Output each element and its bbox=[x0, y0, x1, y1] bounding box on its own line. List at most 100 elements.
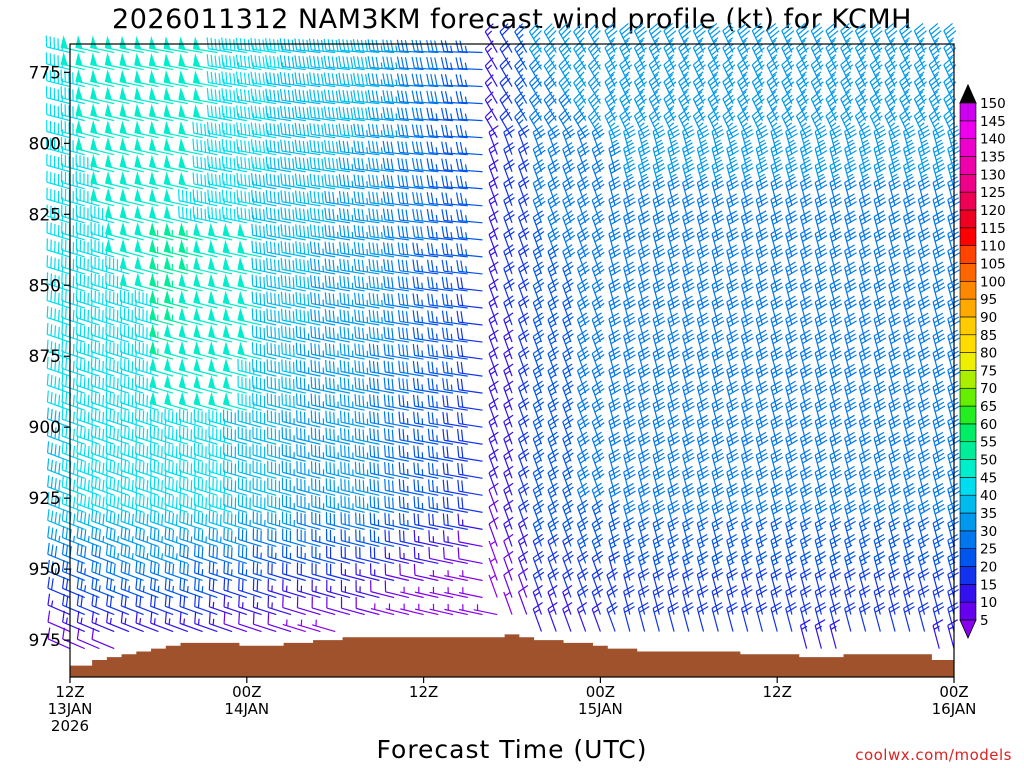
wind-barb bbox=[179, 510, 203, 530]
wind-barb bbox=[250, 139, 277, 156]
wind-barb bbox=[120, 560, 144, 582]
wind-barb bbox=[120, 391, 144, 411]
wind-barb bbox=[193, 87, 218, 105]
wind-barb bbox=[309, 72, 336, 88]
wind-barb bbox=[338, 106, 365, 122]
wind-barb bbox=[163, 239, 189, 258]
wind-barb bbox=[149, 154, 174, 173]
colorbar-label: 150 bbox=[980, 96, 1006, 112]
colorbar-label: 75 bbox=[980, 363, 997, 379]
wind-barb bbox=[339, 292, 365, 309]
colorbar-swatch bbox=[959, 441, 977, 460]
wind-barb bbox=[382, 174, 409, 190]
wind-barb bbox=[208, 595, 233, 616]
wind-barb bbox=[75, 102, 100, 122]
wind-barb bbox=[222, 341, 247, 360]
wind-barb bbox=[236, 105, 262, 122]
wind-barb bbox=[397, 174, 424, 190]
wind-barb bbox=[119, 188, 144, 207]
wind-barb bbox=[310, 359, 336, 377]
wind-barb bbox=[119, 290, 144, 309]
wind-barb bbox=[90, 424, 115, 445]
wind-barb bbox=[206, 54, 233, 71]
wind-barb bbox=[46, 407, 71, 428]
wind-barb bbox=[192, 121, 218, 139]
wind-barb bbox=[251, 223, 277, 241]
wind-barb bbox=[397, 107, 424, 122]
wind-barb bbox=[326, 545, 351, 565]
wind-barb bbox=[105, 391, 130, 411]
colorbar-swatch bbox=[959, 494, 977, 514]
colorbar-label: 85 bbox=[980, 328, 997, 344]
wind-barb bbox=[135, 493, 159, 513]
wind-barb bbox=[309, 123, 336, 139]
wind-barb bbox=[206, 88, 233, 105]
wind-barb bbox=[179, 611, 203, 633]
wind-barb bbox=[60, 120, 85, 139]
wind-barb bbox=[252, 426, 277, 445]
wind-barb bbox=[426, 242, 454, 258]
wind-barb bbox=[325, 393, 351, 411]
wind-barb bbox=[104, 154, 130, 173]
wind-barb bbox=[178, 104, 203, 122]
wind-barb bbox=[90, 306, 115, 326]
wind-barb bbox=[106, 594, 130, 616]
wind-barb bbox=[426, 192, 454, 207]
wind-barb bbox=[120, 442, 144, 462]
wind-barb bbox=[105, 543, 130, 565]
wind-barb bbox=[178, 391, 203, 411]
colorbar-label: 55 bbox=[980, 435, 997, 451]
wind-barb bbox=[296, 410, 321, 428]
wind-barb bbox=[383, 276, 409, 292]
wind-barb bbox=[267, 595, 292, 616]
wind-barb bbox=[60, 170, 85, 190]
wind-barb bbox=[265, 173, 292, 190]
wind-barb bbox=[369, 546, 395, 565]
wind-barb bbox=[382, 225, 409, 241]
wind-barb bbox=[295, 342, 321, 360]
wind-barb bbox=[338, 89, 365, 105]
wind-barb bbox=[178, 357, 203, 377]
wind-barb bbox=[91, 627, 115, 650]
wind-barb bbox=[135, 526, 159, 547]
wind-barb bbox=[355, 580, 380, 599]
wind-barb bbox=[193, 222, 218, 241]
wind-barb bbox=[280, 173, 306, 190]
wind-barb bbox=[251, 342, 277, 360]
wind-barb bbox=[120, 492, 144, 513]
wind-barb bbox=[207, 206, 233, 224]
wind-barb bbox=[60, 137, 85, 156]
wind-barb bbox=[179, 425, 203, 445]
colorbar-label: 25 bbox=[980, 542, 997, 558]
wind-barb bbox=[295, 291, 321, 309]
wind-barb bbox=[426, 56, 454, 71]
wind-barb bbox=[355, 546, 380, 565]
wind-barb bbox=[119, 69, 144, 88]
wind-barb bbox=[296, 562, 321, 582]
wind-barb bbox=[90, 136, 115, 156]
y-tick-label: 775 bbox=[29, 63, 61, 83]
colorbar-swatch bbox=[959, 584, 977, 603]
colorbar-swatch bbox=[959, 138, 977, 157]
wind-barb bbox=[208, 612, 233, 633]
wind-barb bbox=[91, 594, 115, 616]
wind-barb bbox=[221, 88, 247, 105]
wind-barb bbox=[105, 357, 130, 377]
wind-barb bbox=[251, 325, 277, 343]
wind-barb bbox=[208, 358, 233, 377]
wind-barb bbox=[281, 325, 306, 343]
wind-barb bbox=[282, 596, 306, 616]
wind-barb bbox=[355, 563, 380, 582]
wind-barb bbox=[119, 52, 144, 71]
wind-barb bbox=[279, 105, 306, 122]
wind-barb bbox=[252, 409, 277, 428]
wind-barb bbox=[76, 593, 100, 616]
wind-barb bbox=[309, 190, 336, 207]
wind-barb bbox=[164, 577, 189, 599]
wind-barb bbox=[280, 257, 306, 275]
wind-barb bbox=[91, 526, 115, 547]
colorbar-label: 5 bbox=[980, 613, 989, 629]
wind-barb bbox=[61, 187, 85, 207]
wind-barb bbox=[252, 511, 277, 530]
wind-barb bbox=[222, 273, 247, 292]
